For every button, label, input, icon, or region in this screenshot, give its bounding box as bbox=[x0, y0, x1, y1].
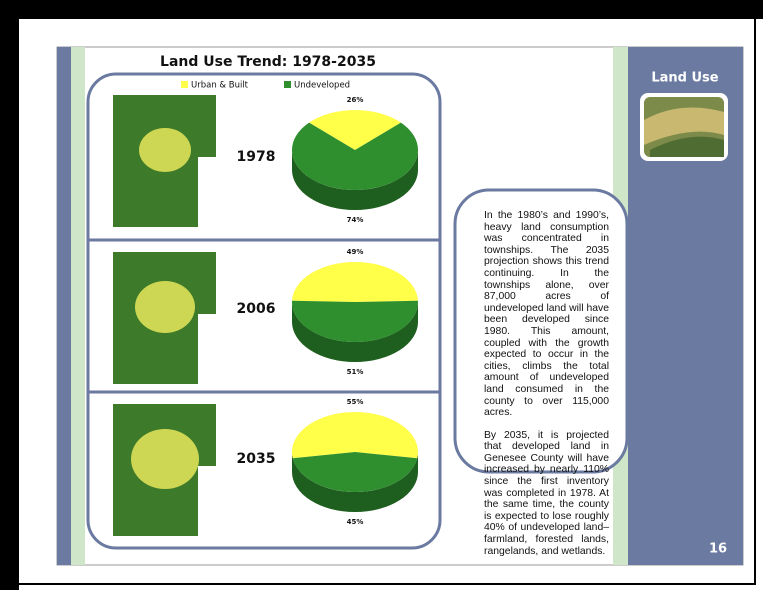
value-label: 26% bbox=[347, 96, 364, 104]
sidebar-title: Land Use bbox=[651, 71, 718, 86]
pie-slice bbox=[309, 110, 401, 150]
chart-title: Land Use Trend: 1978-2035 bbox=[160, 54, 376, 70]
page-number: 16 bbox=[709, 542, 727, 557]
value-label: 51% bbox=[347, 368, 364, 376]
pie-title: 2035 bbox=[237, 451, 276, 467]
paragraph: In the 1980’s and 1990’s, heavy land con… bbox=[484, 210, 609, 419]
pie-slice bbox=[292, 452, 418, 492]
legend-label: Urban & Built bbox=[191, 81, 249, 91]
pie-side bbox=[292, 302, 418, 362]
left-green-strip bbox=[71, 47, 85, 565]
pie-title: 2006 bbox=[237, 301, 276, 317]
value-label: 49% bbox=[347, 248, 364, 256]
pie-slice bbox=[292, 262, 418, 302]
frame-bottom bbox=[19, 583, 756, 585]
legend-swatch bbox=[181, 81, 188, 88]
paragraph: By 2035, it is projected that developed … bbox=[484, 429, 609, 557]
left-strip bbox=[57, 47, 71, 565]
photo bbox=[640, 93, 728, 161]
pie-side bbox=[292, 452, 418, 512]
legend-label: Undeveloped bbox=[294, 81, 350, 91]
map-urban bbox=[135, 281, 195, 333]
value-label: 45% bbox=[347, 518, 364, 526]
text-box bbox=[453, 188, 629, 474]
value-label: 55% bbox=[347, 398, 364, 406]
pie-slice bbox=[292, 122, 418, 190]
pie-side bbox=[292, 150, 418, 210]
value-label: 74% bbox=[347, 216, 364, 224]
map-urban bbox=[139, 128, 191, 172]
pie-slice bbox=[291, 412, 419, 459]
pie-title: 1978 bbox=[237, 149, 276, 165]
map-urban bbox=[131, 429, 199, 489]
body-text: In the 1980’s and 1990’s, heavy land con… bbox=[484, 210, 609, 568]
frame-top bbox=[0, 0, 763, 19]
legend-swatch bbox=[284, 81, 291, 88]
frame-left bbox=[0, 0, 19, 590]
pie-slice bbox=[292, 300, 418, 343]
frame-right bbox=[754, 19, 756, 585]
